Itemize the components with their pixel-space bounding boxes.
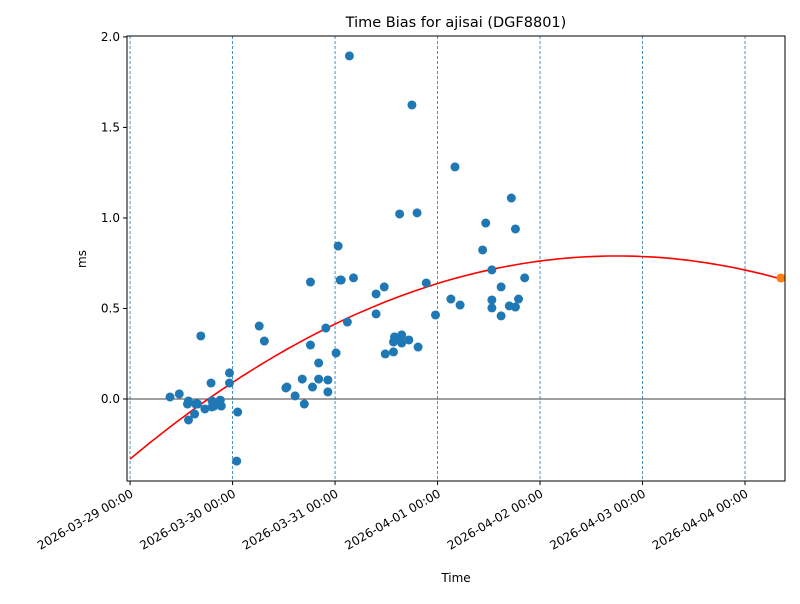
data-point <box>200 404 210 414</box>
data-point <box>183 396 193 406</box>
data-point <box>455 300 465 310</box>
data-point <box>388 347 398 357</box>
data-point <box>431 310 441 320</box>
gridlines <box>129 36 746 481</box>
data-point <box>321 323 331 333</box>
data-point <box>314 374 324 384</box>
data-point <box>506 193 516 203</box>
plot-frame <box>126 35 786 482</box>
y-tick-label: 2.0 <box>101 30 120 44</box>
data-point <box>496 311 506 321</box>
data-point <box>371 309 381 319</box>
data-point <box>224 378 234 388</box>
data-point <box>308 382 318 392</box>
data-point <box>183 415 193 425</box>
data-point <box>165 392 175 402</box>
data-point <box>336 275 346 285</box>
data-point <box>487 303 497 313</box>
data-point <box>412 208 422 218</box>
data-point <box>206 378 216 388</box>
x-axis-label: Time <box>440 571 470 585</box>
data-point <box>380 349 390 359</box>
y-tick-label: 0.0 <box>101 392 120 406</box>
data-point <box>174 389 184 399</box>
fit-curve <box>129 255 786 460</box>
data-point <box>196 331 206 341</box>
data-point <box>314 358 324 368</box>
data-point <box>404 335 414 345</box>
data-point <box>344 51 354 61</box>
data-point <box>450 162 460 172</box>
data-point <box>514 294 524 304</box>
data-point <box>259 336 269 346</box>
data-point <box>299 399 309 409</box>
data-point <box>282 382 292 392</box>
y-ticks: 0.0 0.5 1.0 1.5 2.0 <box>101 30 127 406</box>
data-point <box>333 241 343 251</box>
data-point <box>397 338 407 348</box>
fit-curve-group <box>129 255 786 460</box>
data-point <box>520 273 530 283</box>
data-point <box>487 265 497 275</box>
data-point <box>371 289 381 299</box>
data-point <box>290 391 300 401</box>
data-point <box>233 407 243 417</box>
data-point <box>216 401 226 411</box>
data-point <box>510 302 520 312</box>
data-point <box>510 224 520 234</box>
scatter-points <box>165 51 786 466</box>
data-point <box>395 209 405 219</box>
data-point <box>193 399 203 409</box>
y-axis-label: ms <box>75 250 89 268</box>
y-tick-label: 0.5 <box>101 301 120 315</box>
y-tick-label: 1.0 <box>101 211 120 225</box>
prediction-point <box>776 273 786 283</box>
data-point <box>487 295 497 305</box>
data-point <box>349 273 359 283</box>
y-tick-label: 1.5 <box>101 120 120 134</box>
data-point <box>305 277 315 287</box>
data-point <box>446 294 456 304</box>
data-point <box>190 409 200 419</box>
data-point <box>323 375 333 385</box>
data-point <box>496 282 506 292</box>
chart-title: Time Bias for ajisai (DGF8801) <box>345 15 567 31</box>
data-point <box>421 278 431 288</box>
data-point <box>209 401 219 411</box>
data-point <box>397 330 407 340</box>
data-point <box>232 456 242 466</box>
data-point <box>224 368 234 378</box>
data-point <box>478 245 488 255</box>
data-point <box>305 340 315 350</box>
data-point <box>342 317 352 327</box>
data-point <box>323 387 333 397</box>
data-point <box>407 100 417 110</box>
data-point <box>481 218 491 228</box>
data-point <box>297 374 307 384</box>
data-point <box>413 342 423 352</box>
data-point <box>254 321 264 331</box>
data-point <box>331 348 341 358</box>
data-point <box>379 282 389 292</box>
